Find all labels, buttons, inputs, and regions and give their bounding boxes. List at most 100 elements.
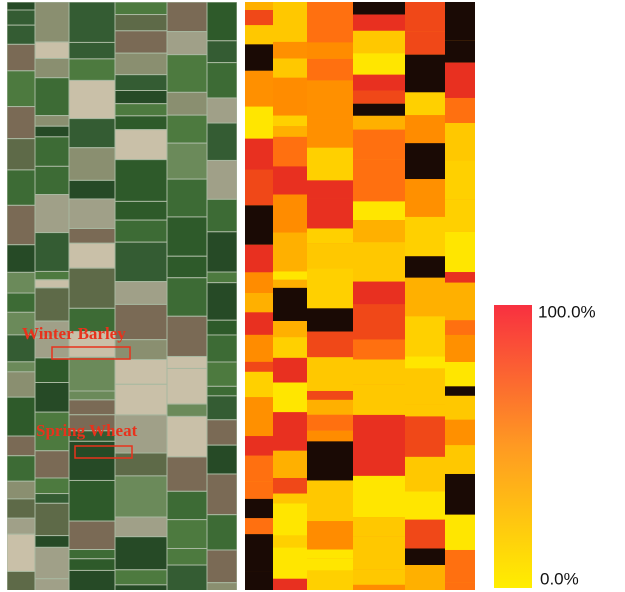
field: [307, 521, 353, 549]
field: [167, 356, 207, 368]
field: [445, 199, 475, 231]
field: [35, 137, 69, 167]
field: [353, 359, 405, 384]
heatmap-image: [245, 2, 475, 592]
field: [353, 2, 405, 15]
figure: Winter Barley Spring Wheat 100.0% 0.0%: [0, 0, 625, 592]
field: [405, 404, 445, 416]
field: [7, 534, 35, 571]
field: [167, 256, 207, 278]
field: [405, 32, 445, 55]
field: [35, 451, 69, 478]
field: [167, 404, 207, 416]
field: [307, 332, 353, 358]
field: [273, 137, 307, 167]
field: [273, 337, 307, 358]
field: [273, 536, 307, 548]
field: [353, 160, 405, 202]
field: [167, 92, 207, 115]
field: [7, 44, 35, 70]
field: [245, 293, 273, 312]
field: [35, 280, 69, 288]
field: [35, 116, 69, 127]
field: [245, 362, 273, 372]
field: [115, 91, 167, 104]
field: [273, 195, 307, 233]
field: [273, 288, 307, 321]
field: [69, 199, 115, 229]
field: [405, 92, 445, 115]
field: [405, 143, 445, 179]
field: [245, 499, 273, 518]
field: [307, 42, 353, 58]
field: [35, 288, 69, 321]
field: [35, 494, 69, 504]
field: [35, 271, 69, 279]
field: [245, 170, 273, 205]
field: [7, 205, 35, 244]
field: [7, 2, 35, 10]
field: [307, 391, 353, 400]
field: [445, 63, 475, 98]
field: [69, 180, 115, 199]
field: [115, 537, 167, 570]
field: [115, 585, 167, 592]
field: [307, 308, 353, 331]
field: [35, 166, 69, 194]
field: [405, 457, 445, 491]
field: [273, 280, 307, 288]
field: [207, 41, 237, 63]
field: [405, 278, 445, 317]
field: [167, 143, 207, 179]
field: [273, 166, 307, 194]
field: [307, 357, 353, 391]
field: [245, 312, 273, 335]
field: [307, 180, 353, 199]
field: [405, 565, 445, 592]
satellite-image: [7, 2, 237, 592]
field: [69, 480, 115, 521]
field: [69, 59, 115, 81]
field: [207, 445, 237, 474]
field: [245, 245, 273, 273]
field: [7, 272, 35, 293]
field: [353, 53, 405, 74]
field: [7, 436, 35, 456]
field: [115, 476, 167, 517]
field: [307, 400, 353, 415]
field: [69, 559, 115, 571]
colorbar: [494, 305, 532, 588]
field: [245, 272, 273, 293]
field: [353, 220, 405, 242]
field: [35, 503, 69, 535]
field: [405, 491, 445, 519]
field: [245, 2, 273, 10]
field: [207, 420, 237, 445]
field: [207, 272, 237, 283]
field: [445, 335, 475, 362]
field: [115, 75, 167, 91]
field: [7, 456, 35, 482]
field: [245, 107, 273, 139]
field: [167, 316, 207, 356]
field: [405, 2, 445, 32]
field: [167, 548, 207, 565]
field: [245, 25, 273, 44]
field: [307, 480, 353, 521]
field: [353, 201, 405, 220]
field: [69, 268, 115, 308]
field: [7, 25, 35, 44]
field: [353, 15, 405, 31]
field: [353, 130, 405, 160]
field: [7, 71, 35, 107]
field: [273, 358, 307, 383]
field: [445, 283, 475, 321]
field: [167, 55, 207, 93]
field: [445, 2, 475, 41]
field: [273, 42, 307, 59]
field: [445, 474, 475, 515]
field: [245, 71, 273, 107]
field: [405, 416, 445, 456]
field: [405, 115, 445, 143]
field: [273, 233, 307, 272]
